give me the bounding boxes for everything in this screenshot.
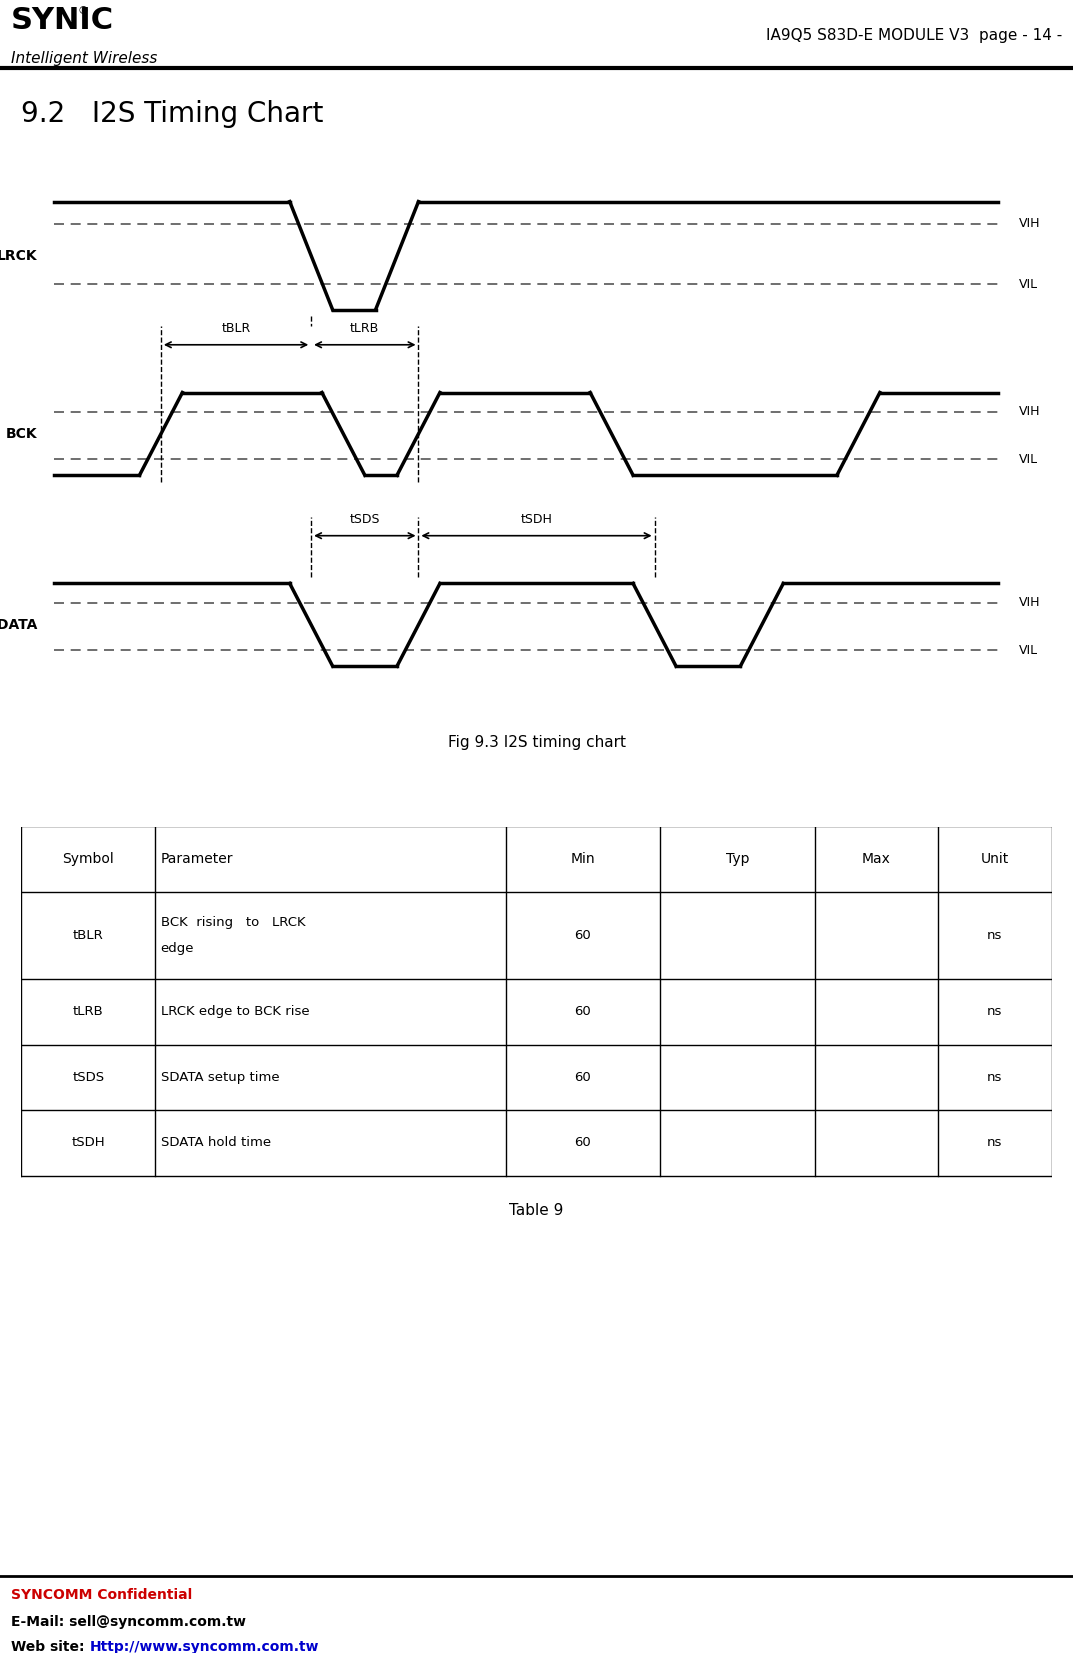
Text: ns: ns: [987, 1005, 1002, 1018]
Text: 60: 60: [574, 1136, 591, 1149]
Text: tSDS: tSDS: [350, 512, 380, 526]
Text: tLRB: tLRB: [350, 322, 380, 336]
Text: tSDH: tSDH: [520, 512, 553, 526]
Text: edge: edge: [161, 942, 194, 955]
Text: ns: ns: [987, 1136, 1002, 1149]
Text: LRCK edge to BCK rise: LRCK edge to BCK rise: [161, 1005, 309, 1018]
Text: Intelligent Wireless: Intelligent Wireless: [11, 51, 157, 66]
Text: SDATA: SDATA: [0, 618, 38, 631]
Text: 60: 60: [574, 929, 591, 942]
Text: tSDH: tSDH: [72, 1136, 105, 1149]
Text: VIH: VIH: [1019, 217, 1041, 230]
Text: Fig 9.3 I2S timing chart: Fig 9.3 I2S timing chart: [447, 736, 626, 750]
Text: tBLR: tBLR: [73, 929, 104, 942]
Text: SDATA setup time: SDATA setup time: [161, 1071, 279, 1084]
Text: tBLR: tBLR: [221, 322, 251, 336]
Text: LRCK: LRCK: [0, 248, 38, 263]
Text: tLRB: tLRB: [73, 1005, 104, 1018]
Text: Web site:: Web site:: [11, 1640, 89, 1653]
Text: tSDS: tSDS: [72, 1071, 104, 1084]
Text: VIH: VIH: [1019, 405, 1041, 418]
Text: BCK  rising   to   LRCK: BCK rising to LRCK: [161, 916, 305, 929]
Text: 9.2   I2S Timing Chart: 9.2 I2S Timing Chart: [21, 101, 324, 127]
Text: ns: ns: [987, 1071, 1002, 1084]
Text: 60: 60: [574, 1071, 591, 1084]
Text: BCK: BCK: [6, 426, 38, 441]
Text: ns: ns: [987, 929, 1002, 942]
Text: VIL: VIL: [1019, 453, 1039, 466]
Text: SYNCOMM Confidential: SYNCOMM Confidential: [11, 1587, 192, 1602]
Text: Max: Max: [862, 853, 891, 866]
Text: Parameter: Parameter: [161, 853, 233, 866]
Text: Typ: Typ: [725, 853, 749, 866]
Text: 60: 60: [574, 1005, 591, 1018]
Text: Unit: Unit: [981, 853, 1009, 866]
Text: IA9Q5 S83D-E MODULE V3  page - 14 -: IA9Q5 S83D-E MODULE V3 page - 14 -: [766, 28, 1062, 43]
Text: VIL: VIL: [1019, 278, 1039, 291]
Text: VIH: VIH: [1019, 597, 1041, 608]
Text: Symbol: Symbol: [62, 853, 115, 866]
Text: SYNIC: SYNIC: [11, 5, 114, 35]
Text: Table 9: Table 9: [510, 1203, 563, 1218]
Text: Min: Min: [571, 853, 596, 866]
Text: SDATA hold time: SDATA hold time: [161, 1136, 270, 1149]
Text: VIL: VIL: [1019, 643, 1039, 656]
Text: Http://www.syncomm.com.tw: Http://www.syncomm.com.tw: [90, 1640, 320, 1653]
Text: ®: ®: [77, 5, 88, 15]
Text: E-Mail: sell@syncomm.com.tw: E-Mail: sell@syncomm.com.tw: [11, 1615, 246, 1628]
